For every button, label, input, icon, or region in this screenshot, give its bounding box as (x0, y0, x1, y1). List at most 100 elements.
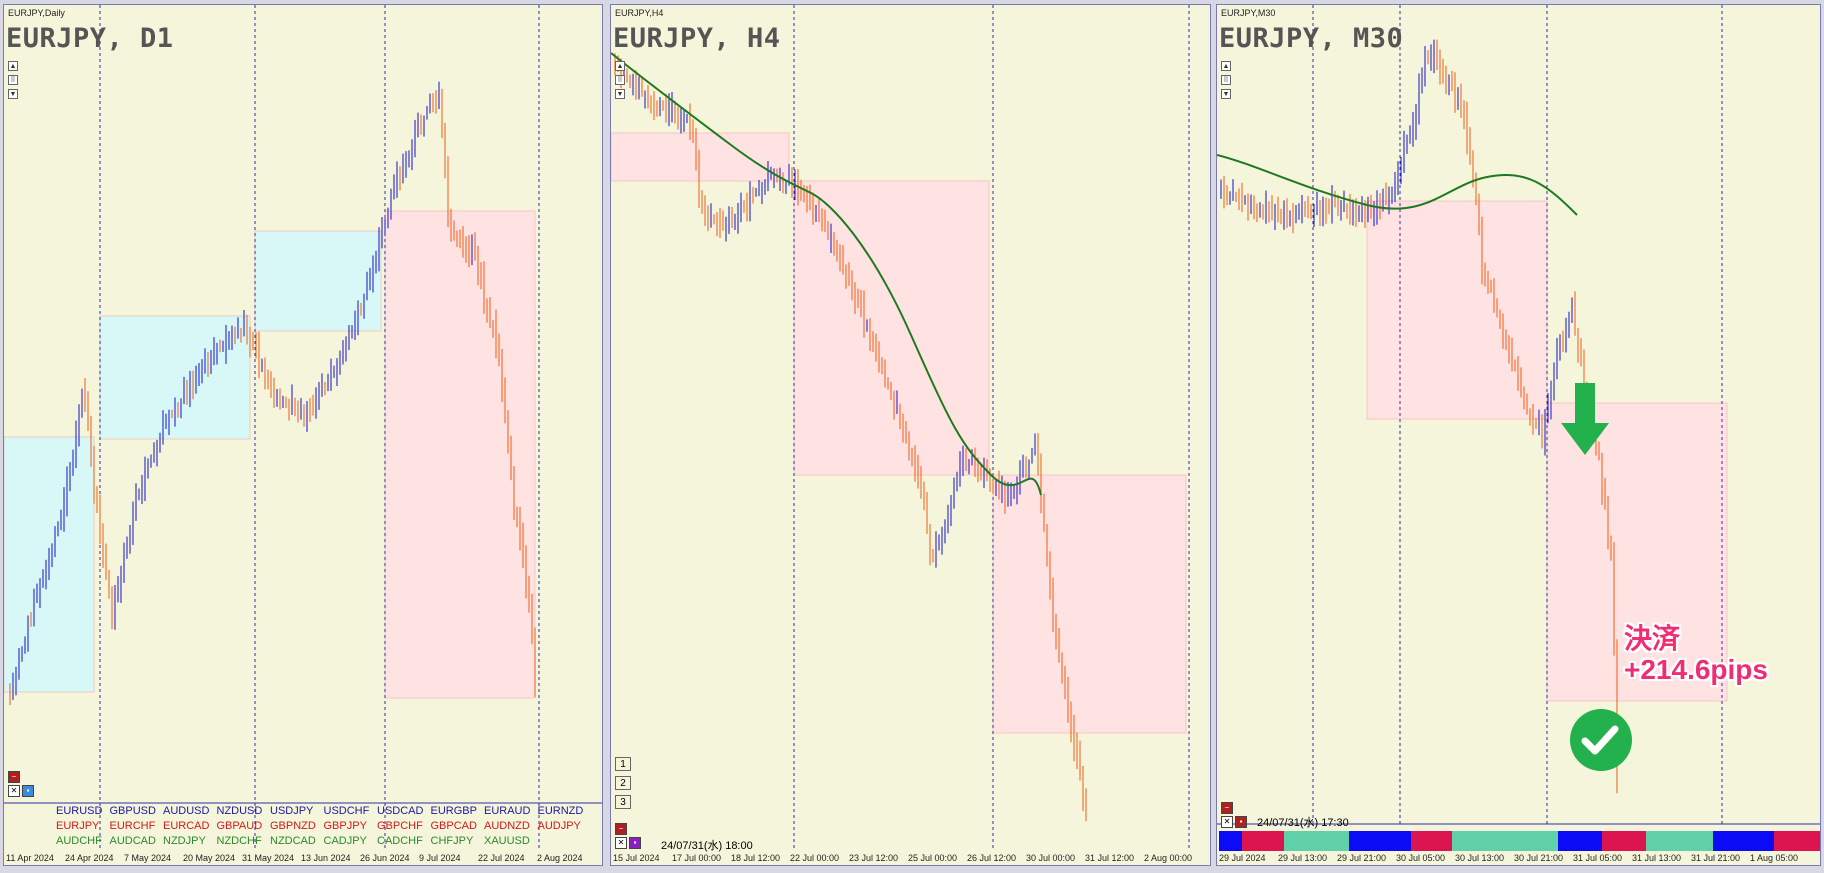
time-axis-label: 30 Jul 21:00 (1514, 853, 1564, 863)
close-icon[interactable]: ✕ (615, 837, 627, 849)
chart-panel-h4[interactable]: EURJPY,H4 EURJPY, H4 ▲ ⠿ ▼ 1 2 3 − ✕ ▪ 2… (610, 4, 1211, 866)
time-axis-label: 9 Jul 2024 (419, 853, 461, 863)
time-axis-label: 31 Jul 21:00 (1691, 853, 1741, 863)
time-axis-label: 25 Jul 00:00 (908, 853, 958, 863)
bar-timestamp: 24/07/31(水) 17:30 (1257, 817, 1349, 829)
chart-window-title: EURJPY,M30 (1221, 8, 1276, 18)
moving-average-line (1217, 154, 1578, 216)
symbol-audchf[interactable]: AUDCHF (56, 835, 102, 847)
symbol-nzdjpy[interactable]: NZDJPY (163, 835, 206, 847)
time-axis-label: 26 Jul 12:00 (967, 853, 1017, 863)
symbol-eurusd[interactable]: EURUSD (56, 805, 103, 817)
chart-window-title: EURJPY,Daily (8, 8, 65, 18)
time-axis-label: 30 Jul 05:00 (1396, 853, 1446, 863)
symbol-cadjpy[interactable]: CADJPY (323, 835, 367, 847)
scroll-down-button[interactable]: ▼ (615, 89, 625, 99)
range-box (793, 180, 990, 476)
chart-panel-d1[interactable]: EURJPY,Daily EURJPY, D1 ▲ ⠿ ▼ − ✕ ▪ EURU… (3, 4, 603, 866)
symbol-eurgbp[interactable]: EURGBP (430, 805, 477, 817)
time-axis-label: 31 Jul 12:00 (1085, 853, 1135, 863)
symbol-chfjpy[interactable]: CHFJPY (430, 835, 474, 847)
time-axis-label: 30 Jul 00:00 (1026, 853, 1076, 863)
time-axis-label: 1 Aug 05:00 (1750, 853, 1799, 863)
time-axis-label: 29 Jul 13:00 (1278, 853, 1328, 863)
time-axis-label: 31 Jul 05:00 (1573, 853, 1623, 863)
scroll-down-button[interactable]: ▼ (8, 89, 18, 99)
time-axis-label: 7 May 2024 (124, 853, 172, 863)
minimize-icon[interactable]: − (8, 771, 20, 783)
close-icon[interactable]: ✕ (8, 785, 20, 797)
symbol-eurchf[interactable]: EURCHF (109, 820, 156, 832)
symbol-euraud[interactable]: EURAUD (484, 805, 531, 817)
symbol-audjpy[interactable]: AUDJPY (537, 820, 581, 832)
symbol-xauusd[interactable]: XAUUSD (484, 835, 530, 847)
layer-button-2[interactable]: 2 (615, 776, 631, 790)
symbol-audnzd[interactable]: AUDNZD (484, 820, 530, 832)
layer-button-1[interactable]: 1 (615, 757, 631, 771)
time-axis-label: 30 Jul 13:00 (1455, 853, 1505, 863)
minimize-icon[interactable]: − (1221, 802, 1233, 814)
symbol-nzdchf[interactable]: NZDCHF (216, 835, 262, 847)
timeframe-button[interactable]: ⠿ (1221, 75, 1231, 85)
time-axis-label: 26 Jun 2024 (360, 853, 410, 863)
time-axis-label: 13 Jun 2024 (301, 853, 351, 863)
symbol-eurjpy[interactable]: EURJPY (56, 820, 100, 832)
symbol-audcad[interactable]: AUDCAD (109, 835, 156, 847)
time-axis-label: 24 Apr 2024 (65, 853, 114, 863)
symbol-usdcad[interactable]: USDCAD (377, 805, 424, 817)
symbol-gbpcad[interactable]: GBPCAD (430, 820, 477, 832)
price-chart-m30[interactable] (1217, 5, 1821, 866)
timeframe-button[interactable]: ⠿ (615, 75, 625, 85)
price-chart-d1[interactable] (4, 5, 603, 866)
profit-value: +214.6pips (1624, 654, 1768, 685)
price-chart-h4[interactable] (611, 5, 1211, 866)
symbol-row-crosses: EURJPY EURCHF EURCAD GBPAUD GBPNZD GBPJPY GBPC… (56, 819, 591, 834)
time-axis-label: 20 May 2024 (183, 853, 236, 863)
range-box (254, 230, 382, 332)
close-icon[interactable]: ✕ (1221, 816, 1233, 828)
sell-arrow-icon (1561, 383, 1609, 455)
symbol-gbpnzd[interactable]: GBPNZD (270, 820, 316, 832)
symbol-gbpjpy[interactable]: GBPJPY (323, 820, 367, 832)
symbol-eurcad[interactable]: EURCAD (163, 820, 210, 832)
symbol-cadchf[interactable]: CADCHF (377, 835, 423, 847)
symbol-usdchf[interactable]: USDCHF (323, 805, 370, 817)
layer-button-3[interactable]: 3 (615, 795, 631, 809)
symbol-gbpchf[interactable]: GBPCHF (377, 820, 423, 832)
moving-average-line (611, 52, 1042, 496)
time-axis-label: 23 Jul 12:00 (849, 853, 899, 863)
time-axis-label: 31 Jul 13:00 (1632, 853, 1682, 863)
symbol-row-majors: EURUSD GBPUSD AUDUSD NZDUSD USDJPY USDCHF USDC… (56, 804, 591, 819)
symbol-audusd[interactable]: AUDUSD (163, 805, 210, 817)
check-mark-icon (1581, 725, 1619, 755)
time-axis-label: 29 Jul 21:00 (1337, 853, 1387, 863)
symbol-nzdusd[interactable]: NZDUSD (216, 805, 263, 817)
scroll-up-button[interactable]: ▲ (8, 61, 18, 71)
range-box (611, 132, 790, 182)
profit-label: 決済 (1624, 623, 1681, 654)
profit-annotation: 決済 +214.6pips (1624, 623, 1768, 685)
scroll-up-button[interactable]: ▲ (615, 61, 625, 71)
symbol-row-minors: AUDCHF AUDCAD NZDJPY NZDCHF NZDCAD CADJPY CADC… (56, 834, 591, 849)
panel-toggle-icon[interactable]: ▪ (1235, 816, 1247, 828)
symbol-gbpusd[interactable]: GBPUSD (109, 805, 156, 817)
minimize-icon[interactable]: − (615, 823, 627, 835)
time-axis-label: 22 Jul 00:00 (790, 853, 840, 863)
time-axis-label: 2 Aug 2024 (537, 853, 583, 863)
range-box (1366, 200, 1548, 420)
time-axis-label: 29 Jul 2024 (1219, 853, 1266, 863)
symbol-nzdcad[interactable]: NZDCAD (270, 835, 316, 847)
symbol-usdjpy[interactable]: USDJPY (270, 805, 314, 817)
signal-strip (1219, 831, 1820, 851)
time-axis-label: 22 Jul 2024 (478, 853, 525, 863)
chart-window-title: EURJPY,H4 (615, 8, 664, 18)
chart-panel-m30[interactable]: EURJPY,M30 EURJPY, M30 ▲ ⠿ ▼ − ✕ ▪ 24/07… (1216, 4, 1821, 866)
timeframe-button[interactable]: ⠿ (8, 75, 18, 85)
panel-toggle-icon[interactable]: ▪ (22, 785, 34, 797)
bar-timestamp: 24/07/31(水) 18:00 (661, 840, 753, 852)
scroll-up-button[interactable]: ▲ (1221, 61, 1231, 71)
symbol-gbpaud[interactable]: GBPAUD (216, 820, 263, 832)
scroll-down-button[interactable]: ▼ (1221, 89, 1231, 99)
symbol-eurnzd[interactable]: EURNZD (537, 805, 584, 817)
panel-toggle-icon[interactable]: ▪ (629, 837, 641, 849)
